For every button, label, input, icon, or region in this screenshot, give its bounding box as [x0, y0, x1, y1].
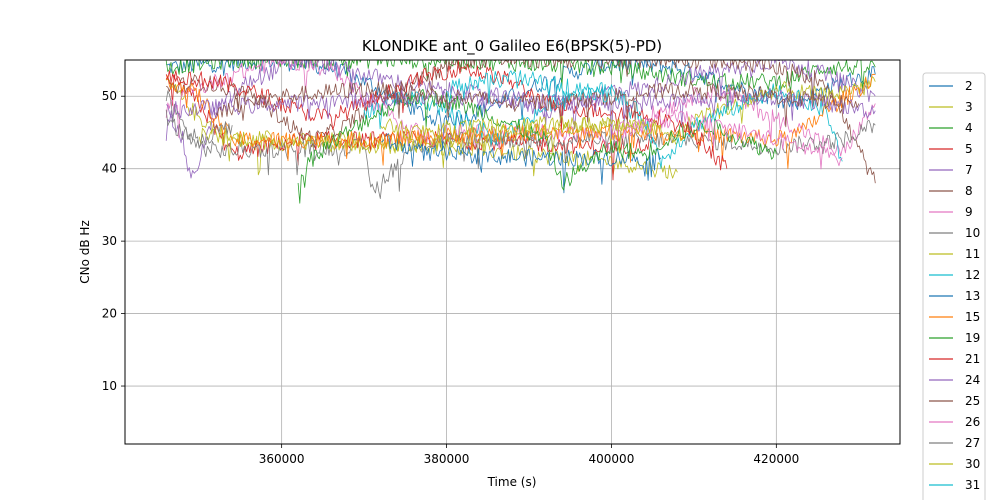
series-line-24 [165, 87, 876, 140]
series-line-12 [363, 82, 843, 169]
series-line-8 [166, 60, 876, 184]
series-line-30 [380, 116, 662, 154]
legend-label-31: 31 [965, 478, 980, 492]
series-line-13 [380, 133, 662, 194]
y-tick-label: 50 [102, 89, 117, 103]
legend-label-26: 26 [965, 415, 980, 429]
legend-label-7: 7 [965, 163, 973, 177]
legend-label-2: 2 [965, 79, 973, 93]
series-line-11 [198, 76, 876, 168]
x-tick-label: 420000 [753, 452, 799, 466]
legend-label-5: 5 [965, 142, 973, 156]
y-tick-label: 40 [102, 162, 117, 176]
legend-label-15: 15 [965, 310, 980, 324]
legend-label-27: 27 [965, 436, 980, 450]
y-tick-label: 20 [102, 307, 117, 321]
legend-label-11: 11 [965, 247, 980, 261]
x-tick-label: 380000 [424, 452, 470, 466]
series-line-25 [215, 80, 860, 128]
legend-label-25: 25 [965, 394, 980, 408]
x-axis-ticks: 360000 380000 400000 420000 [259, 444, 799, 466]
y-tick-label: 30 [102, 234, 117, 248]
legend-label-30: 30 [965, 457, 980, 471]
legend-label-9: 9 [965, 205, 973, 219]
legend-label-4: 4 [965, 121, 973, 135]
series-line-4 [165, 60, 876, 111]
series-line-27 [165, 109, 233, 149]
legend-label-19: 19 [965, 331, 980, 345]
y-axis-ticks: 10 20 30 40 50 [102, 89, 125, 393]
legend-label-3: 3 [965, 100, 973, 114]
legend-box [922, 72, 986, 500]
series-lines [165, 60, 876, 204]
legend-label-8: 8 [965, 184, 973, 198]
plot-area [165, 60, 876, 204]
x-axis-label: Time (s) [487, 475, 537, 489]
x-tick-label: 400000 [589, 452, 635, 466]
plot-frame [124, 59, 901, 445]
chart-title: KLONDIKE ant_0 Galileo E6(BPSK(5)-PD) [362, 37, 662, 56]
legend-label-24: 24 [965, 373, 980, 387]
legend-label-13: 13 [965, 289, 980, 303]
x-tick-label: 360000 [259, 452, 305, 466]
series-line-31 [446, 70, 612, 110]
legend: 2 3 4 5 7 8 9 10 11 12 13 15 19 21 24 25 26 27 30 31 [922, 72, 986, 500]
legend-label-21: 21 [965, 352, 980, 366]
y-axis-label: CNo dB Hz [78, 220, 92, 284]
series-line-7 [165, 60, 876, 179]
legend-label-10: 10 [965, 226, 980, 240]
y-tick-label: 10 [102, 379, 117, 393]
legend-label-12: 12 [965, 268, 980, 282]
series-line-19 [297, 88, 777, 204]
series-line-26 [611, 110, 843, 170]
